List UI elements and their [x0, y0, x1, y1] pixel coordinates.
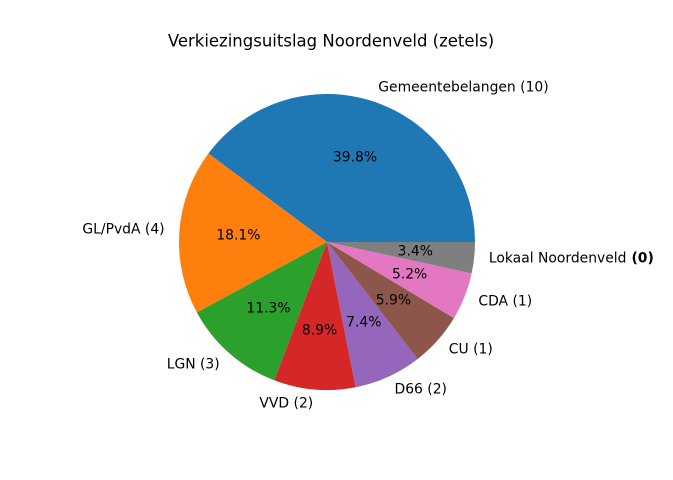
pie-slice-cda [327, 242, 472, 319]
chart-title: Verkiezingsuitslag Noordenveld (zetels) [167, 31, 495, 51]
pct-label-d66: 7.4% [346, 314, 382, 331]
slice-label-gemeentebelangen: Gemeentebelangen (10) [378, 79, 549, 96]
pie-slice-lgn [196, 242, 327, 381]
pie-slice-vvd [274, 242, 356, 390]
pct-label-lgn: 11.3% [246, 300, 291, 317]
slice-label-lokaal-noordenveld: Lokaal Noordenveld (0) [488, 251, 654, 268]
slice-label-gl-pvda: GL/PvdA (4) [82, 221, 165, 238]
pct-label-vvd: 8.9% [301, 322, 338, 339]
pct-label-lokaal-noordenveld: 3.4% [397, 243, 433, 260]
pct-label-gl-pvda: 18.1% [216, 227, 261, 244]
pie-slice-d66 [327, 242, 418, 388]
slice-label-seats-bold: (0) [631, 251, 654, 268]
pct-label-cu: 5.9% [375, 292, 412, 309]
pct-label-cda: 5.2% [391, 266, 428, 283]
pie-slice-gemeentebelangen [208, 94, 475, 243]
pie-slice-cu [327, 242, 454, 359]
slice-label-d66: D66 (2) [394, 381, 447, 398]
slice-label-cda: CDA (1) [478, 293, 533, 310]
pie-slice-lokaal-noordenveld [327, 242, 475, 274]
slice-label-cu: CU (1) [448, 341, 493, 358]
slice-label-lgn: LGN (3) [166, 356, 220, 373]
pct-label-gemeentebelangen: 39.8% [332, 149, 378, 166]
slice-label-vvd: VVD (2) [259, 395, 314, 412]
pie-slice-gl-pvda [179, 153, 327, 313]
